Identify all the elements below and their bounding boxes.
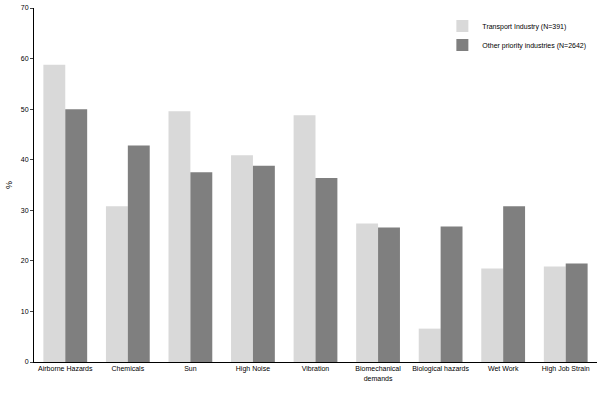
- svg-text:High Job Strain: High Job Strain: [542, 365, 590, 373]
- svg-text:Airborne Hazards: Airborne Hazards: [38, 365, 93, 372]
- svg-text:30: 30: [21, 207, 29, 214]
- svg-text:0: 0: [25, 358, 29, 365]
- svg-text:Transport Industry (N=391): Transport Industry (N=391): [482, 23, 566, 31]
- svg-text:High Noise: High Noise: [236, 365, 270, 373]
- svg-text:%: %: [4, 181, 14, 189]
- svg-text:Wet Work: Wet Work: [488, 365, 519, 372]
- svg-text:Chemicals: Chemicals: [111, 365, 144, 372]
- svg-text:70: 70: [21, 4, 29, 11]
- svg-text:Vibration: Vibration: [302, 365, 330, 372]
- svg-text:Biomechanicaldemands: Biomechanicaldemands: [355, 365, 401, 381]
- svg-text:Other priority industries (N=2: Other priority industries (N=2642): [482, 42, 586, 50]
- svg-text:50: 50: [21, 106, 29, 113]
- svg-text:10: 10: [21, 308, 29, 315]
- svg-text:Sun: Sun: [184, 365, 197, 372]
- svg-text:40: 40: [21, 156, 29, 163]
- svg-text:60: 60: [21, 55, 29, 62]
- svg-text:Biological hazards: Biological hazards: [412, 365, 469, 373]
- svg-text:20: 20: [21, 257, 29, 264]
